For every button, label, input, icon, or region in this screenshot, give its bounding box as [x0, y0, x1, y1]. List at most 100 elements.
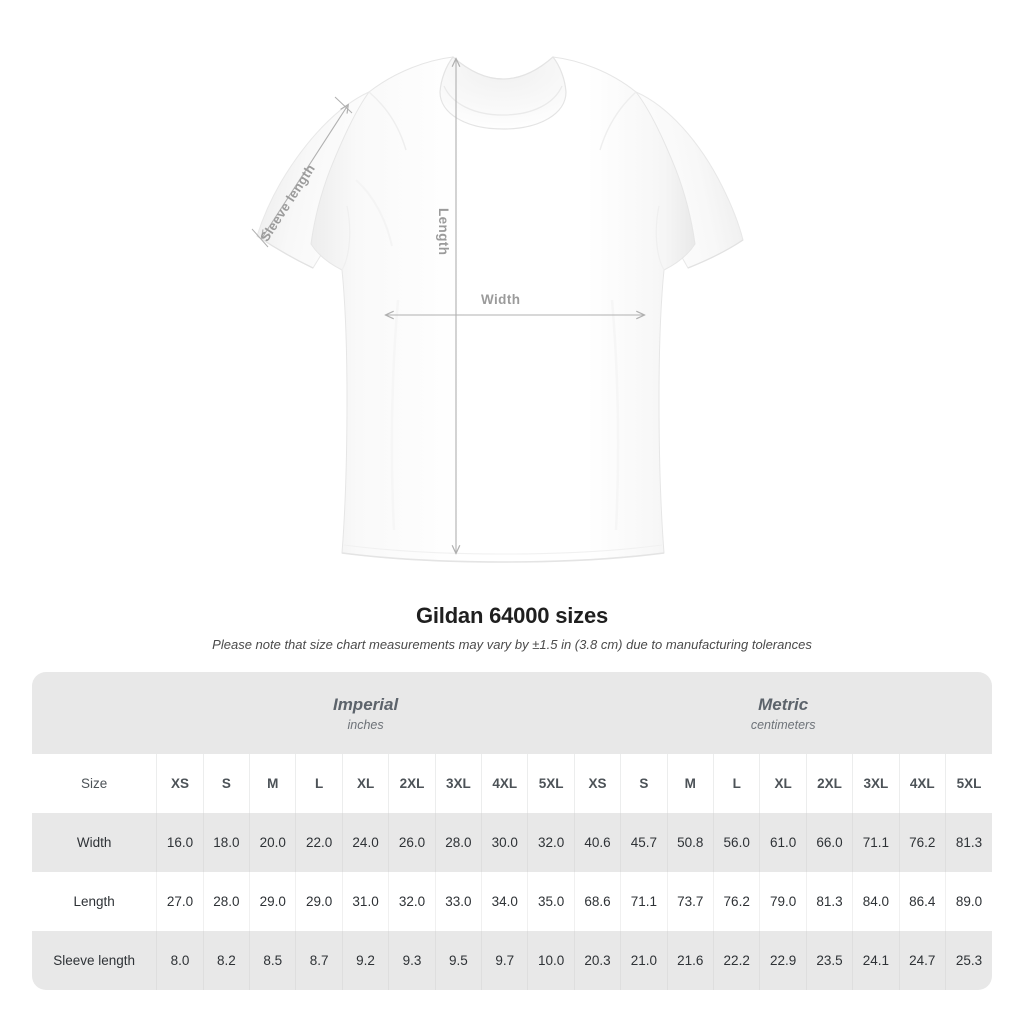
bottom-hem-stitch [343, 544, 663, 555]
size-column-header: 5XL [527, 754, 575, 813]
size-header-row: Size XS S M L XL 2XL 3XL 4XL 5XL XS S M L XL 2XL 3XL 4XL 5… [32, 754, 992, 813]
tshirt-illustration [251, 56, 744, 563]
shirt-measurement-figure: Width Length Sleeve length [251, 56, 744, 563]
shirt-body [310, 56, 696, 563]
dimension-lines [251, 59, 644, 553]
page-title: Gildan 64000 sizes [415, 603, 609, 628]
sleeve-tick-top [334, 96, 353, 114]
measurement-cell: 28.0 [202, 872, 250, 931]
size-column-header: 3XL [434, 754, 482, 813]
unit-banner-spacer [32, 672, 157, 754]
measurement-cell: 29.0 [295, 872, 343, 931]
measurement-cell: 18.0 [202, 813, 250, 872]
collar [439, 56, 567, 130]
size-chart-table: Imperial inches Metric centimeters Size XS S M L… [32, 672, 992, 990]
size-column-header: XL [759, 754, 807, 813]
measurement-cell: 45.7 [620, 813, 668, 872]
size-column-header-text: L [315, 775, 324, 791]
fabric-fold [610, 299, 620, 531]
measurement-cell: 21.0 [620, 931, 668, 990]
sleeve-length-dimension-arrow [262, 105, 348, 238]
size-chart-table-container: Imperial inches Metric centimeters Size XS S M L… [32, 672, 992, 990]
measurement-cell: 9.2 [341, 931, 389, 990]
size-column-header: XS [573, 754, 621, 813]
size-column-header-text: 2XL [399, 775, 425, 791]
size-column-header: S [202, 754, 250, 813]
measurement-cell: 20.3 [573, 931, 621, 990]
measurement-cell: 24.0 [341, 813, 389, 872]
measurement-cell: 22.2 [712, 931, 760, 990]
measurement-cell: 34.0 [481, 872, 528, 931]
size-column-header-text: 4XL [909, 775, 935, 791]
measurement-cell: 32.0 [527, 813, 575, 872]
measurement-cell: 73.7 [666, 872, 714, 931]
right-sleeve-hem [687, 239, 744, 269]
size-column-header: S [620, 754, 668, 813]
size-column-header: 3XL [852, 754, 900, 813]
unit-banner-row: Imperial inches Metric centimeters [32, 672, 992, 754]
measurement-cell: 21.6 [666, 931, 714, 990]
size-column-header: XL [341, 754, 389, 813]
measurement-row-label: Width [32, 813, 157, 872]
measurement-cell: 68.6 [573, 872, 621, 931]
size-column-header: L [712, 754, 760, 813]
size-column-header-text: XL [356, 775, 375, 791]
size-column-header-text: S [639, 775, 649, 791]
measurement-cell: 25.3 [944, 931, 992, 990]
size-column-header-text: 4XL [492, 775, 518, 791]
unit-measure-name: inches [347, 717, 384, 732]
measurement-cell: 24.7 [898, 931, 946, 990]
table-row: Width 16.0 18.0 20.0 22.0 24.0 26.0 28.0 30.0 32.… [32, 813, 992, 872]
size-column-header-text: S [221, 775, 231, 791]
size-column-header-text: 2XL [817, 775, 842, 791]
size-column-header: 4XL [481, 754, 528, 813]
measurement-cell: 23.5 [805, 931, 853, 990]
size-column-header-text: L [732, 775, 741, 791]
measurement-cell: 40.6 [573, 813, 621, 872]
measurement-cell: 33.0 [434, 872, 482, 931]
measurement-cell: 10.0 [527, 931, 575, 990]
size-column-header-text: 5XL [956, 775, 982, 791]
measurement-cell: 84.0 [852, 872, 900, 931]
measurement-cell: 32.0 [388, 872, 436, 931]
size-column-header: M [666, 754, 714, 813]
measurement-row-label: Sleeve length [32, 931, 157, 990]
tolerance-note: Please note that size chart measurements… [212, 637, 812, 652]
size-column-header: M [249, 754, 296, 813]
unit-system-name: Metric [758, 695, 809, 715]
width-label: Width [481, 292, 521, 307]
measurement-cell: 22.0 [295, 813, 343, 872]
measurement-cell: 27.0 [156, 872, 204, 931]
measurement-cell: 79.0 [759, 872, 807, 931]
measurement-cell: 9.5 [434, 931, 482, 990]
size-row-header-label: Size [32, 754, 157, 813]
left-shoulder-seam [368, 91, 407, 151]
right-armhole-seam [655, 205, 665, 271]
measurement-cell: 31.0 [341, 872, 389, 931]
size-column-header: 4XL [898, 754, 946, 813]
right-shoulder-seam [599, 91, 637, 151]
measurement-cell: 66.0 [805, 813, 853, 872]
size-column-header: XS [156, 754, 204, 813]
size-column-header-text: 3XL [863, 775, 889, 791]
fabric-fold [390, 299, 400, 531]
measurement-cell: 76.2 [712, 872, 760, 931]
measurement-cell: 81.3 [944, 813, 992, 872]
measurement-cell: 26.0 [388, 813, 436, 872]
measurement-cell: 22.9 [759, 931, 807, 990]
measurement-cell: 71.1 [852, 813, 900, 872]
size-column-header-text: XL [774, 775, 792, 791]
table-row: Sleeve length 8.0 8.2 8.5 8.7 9.2 9.3 9.5 9.7 10.… [32, 931, 992, 990]
size-column-header-text: XS [588, 775, 607, 791]
size-column-header-text: XS [171, 775, 190, 791]
measurement-cell: 35.0 [527, 872, 575, 931]
measurement-cell: 86.4 [898, 872, 946, 931]
size-column-header-text: M [267, 775, 279, 791]
measurement-cell: 8.7 [295, 931, 343, 990]
table-row: Length 27.0 28.0 29.0 29.0 31.0 32.0 33.0 34.0 35… [32, 872, 992, 931]
measurement-cell: 56.0 [712, 813, 760, 872]
measurement-cell: 30.0 [481, 813, 528, 872]
measurement-cell: 9.3 [388, 931, 436, 990]
measurement-cell: 29.0 [249, 872, 296, 931]
measurement-cell: 28.0 [434, 813, 482, 872]
